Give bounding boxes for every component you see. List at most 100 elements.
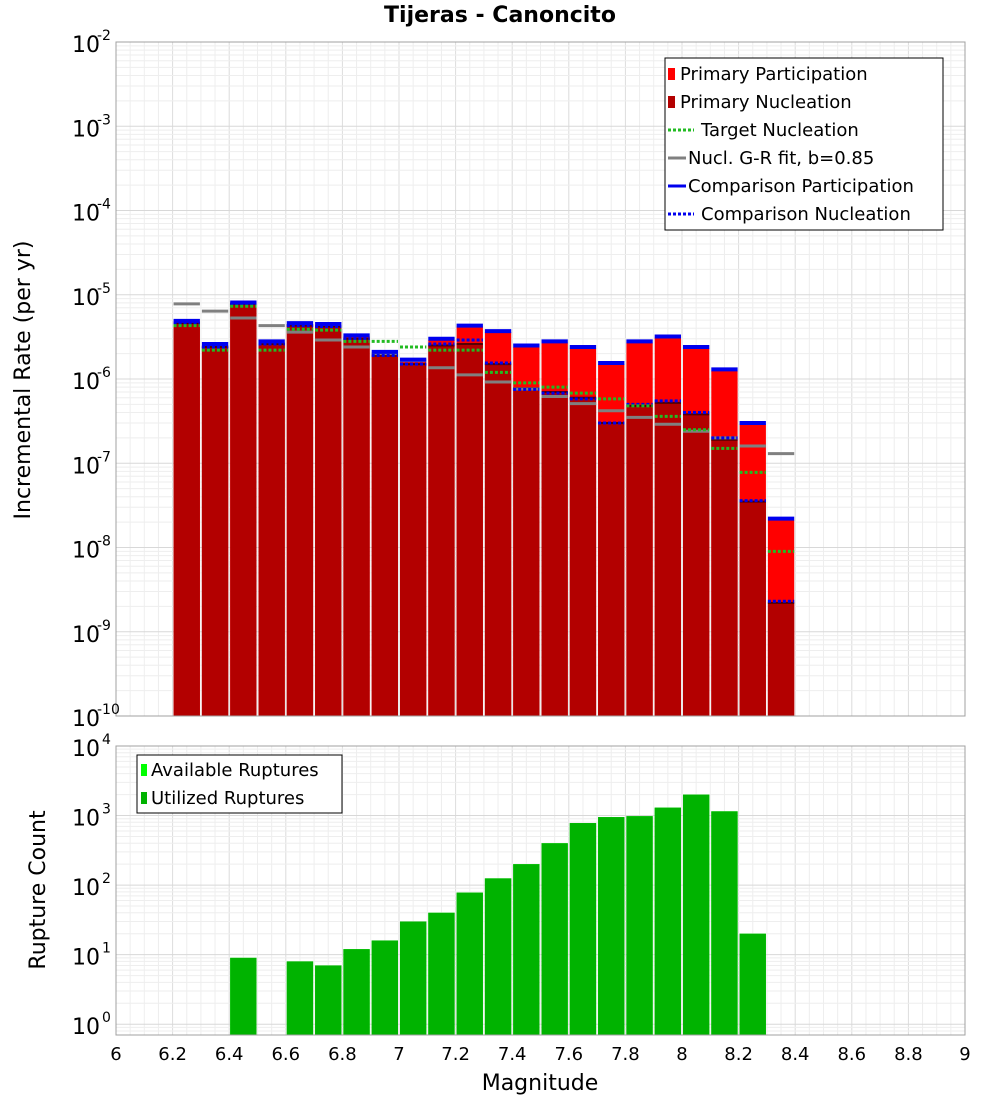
legend-label: Target Nucleation [700,120,859,141]
bar-primary-nucleation [569,397,597,716]
legend-label: Comparison Participation [688,176,914,197]
y-tick-label: 10 [72,1015,100,1040]
chart-title: Tijeras - Canoncito [384,3,616,28]
x-tick-label: 7.6 [554,1044,583,1065]
y-tick-label: 10 [72,807,100,832]
bar-utilized-ruptures [513,864,540,1035]
bar-utilized-ruptures [484,878,512,1035]
bar-primary-nucleation [428,345,455,716]
bar-primary-nucleation [767,602,795,716]
y-tick-exponent: -7 [97,449,111,465]
bar-primary-nucleation [201,346,229,716]
y-tick-label: 10 [72,707,100,732]
x-tick-label: 6.2 [158,1044,187,1065]
y-tick-label: 10 [72,876,100,901]
bar-primary-nucleation [626,405,653,716]
bar-primary-nucleation [682,414,710,716]
bar-utilized-ruptures [399,921,427,1035]
legend-box [136,754,343,814]
bar-primary-nucleation [598,423,625,716]
bar-utilized-ruptures [230,957,257,1035]
y-tick-exponent: -5 [97,281,111,297]
x-tick-label: 7.8 [611,1044,640,1065]
legend-label: Nucl. G-R fit, b=0.85 [688,148,874,169]
y-tick-label: 10 [72,370,100,395]
bar-primary-nucleation [230,303,257,716]
y-tick-exponent: 0 [102,1010,111,1026]
top-plot-frame [115,41,966,717]
top-y-axis-label: Incremental Rate (per yr) [11,241,36,520]
bar-utilized-ruptures [598,817,625,1035]
y-tick-label: 10 [72,737,100,762]
y-tick-exponent: -2 [97,28,111,44]
bar-utilized-ruptures [315,965,342,1035]
bottom-legend: Available Ruptures Utilized Ruptures [136,754,343,814]
y-tick-exponent: 4 [102,732,111,748]
x-tick-label: 8.2 [724,1044,753,1065]
x-tick-label: 8.4 [781,1044,810,1065]
bar-utilized-ruptures [541,843,568,1035]
x-tick-label: 7.2 [441,1044,470,1065]
x-tick-label: 9 [959,1044,970,1065]
bar-primary-nucleation [654,402,682,716]
x-tick-label: 7.4 [498,1044,527,1065]
legend-label: Utilized Ruptures [151,788,304,809]
y-tick-label: 10 [72,539,100,564]
y-tick-exponent: -10 [97,702,120,718]
y-tick-exponent: -9 [97,618,111,634]
y-tick-label: 10 [72,623,100,648]
bar-utilized-ruptures [371,940,399,1035]
y-tick-exponent: 1 [102,941,111,957]
bar-primary-nucleation [739,501,766,716]
x-tick-label: 8.8 [894,1044,923,1065]
x-tick-labels: 6 6.2 6.4 6.6 6.8 7 7.2 7.4 7.6 7.8 8 8.2 8.4 8.6 8.8 9 [110,1044,970,1065]
x-tick-label: 7 [393,1044,404,1065]
x-tick-label: 8.6 [837,1044,866,1065]
bar-utilized-ruptures [343,949,370,1035]
y-tick-label: 10 [72,286,100,311]
legend-swatch [141,764,147,776]
top-bars [173,302,795,716]
top-legend: Primary Participation Primary Nucleation T… [664,57,944,231]
y-tick-exponent: 2 [102,871,111,887]
x-tick-label: 6 [110,1044,121,1065]
bar-primary-nucleation [343,338,370,716]
x-tick-label: 8 [676,1044,687,1065]
legend-box [664,57,944,231]
bar-utilized-ruptures [654,807,682,1035]
bar-utilized-ruptures [711,811,738,1035]
y-tick-label: 10 [72,202,100,227]
y-tick-exponent: -4 [97,197,111,213]
bar-primary-nucleation [456,344,483,716]
x-tick-label: 6.4 [215,1044,244,1065]
y-tick-label: 10 [72,454,100,479]
bar-utilized-ruptures [456,892,483,1035]
legend-swatch [141,792,147,804]
x-tick-label: 6.6 [271,1044,300,1065]
bar-primary-nucleation [286,325,314,716]
y-tick-label: 10 [72,946,100,971]
bar-primary-nucleation [541,392,568,716]
legend-label: Primary Nucleation [680,92,852,113]
legend-swatch [668,68,675,80]
x-tick-label: 6.8 [328,1044,357,1065]
y-tick-exponent: -3 [97,112,111,128]
y-tick-label: 10 [72,117,100,142]
bar-utilized-ruptures [626,816,653,1035]
x-axis-label: Magnitude [482,1071,599,1096]
bar-utilized-ruptures [428,912,455,1035]
bar-primary-nucleation [315,326,342,716]
bar-utilized-ruptures [682,794,710,1035]
bar-primary-nucleation [371,355,399,716]
bar-primary-nucleation [399,364,427,716]
bar-utilized-ruptures [739,933,766,1035]
top-lines [173,300,795,604]
legend-label: Available Ruptures [151,760,319,781]
y-tick-label: 10 [72,33,100,58]
bar-primary-nucleation [513,388,540,716]
bar-primary-nucleation [711,439,738,716]
bar-utilized-ruptures [569,823,597,1035]
bottom-bars [230,794,766,1035]
bottom-y-axis-label: Rupture Count [26,810,51,970]
